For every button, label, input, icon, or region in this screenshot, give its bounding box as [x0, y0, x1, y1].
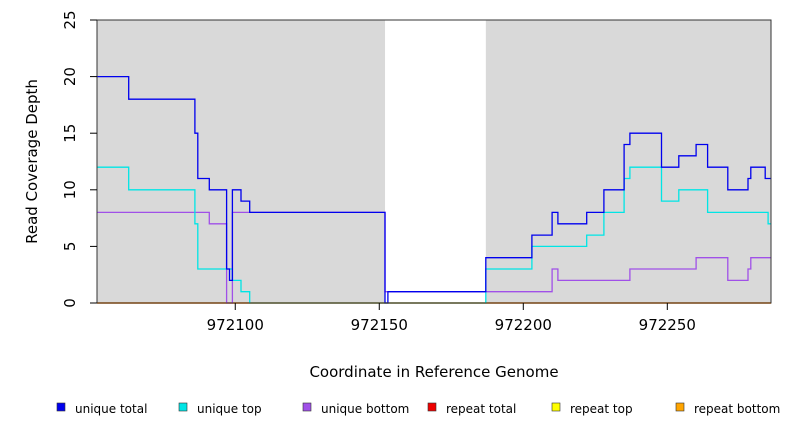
shaded-region: [485, 20, 771, 303]
legend-label: repeat bottom: [694, 402, 780, 416]
legend-swatch: [56, 402, 66, 412]
y-tick-label: 20: [61, 67, 79, 86]
x-tick-label: 972100: [207, 316, 264, 334]
y-tick-label: 5: [61, 242, 79, 252]
shaded-regions: [97, 20, 771, 303]
series-line-unique-top: [97, 166, 771, 304]
y-tick-label: 15: [61, 124, 79, 143]
y-axis-title: Read Coverage Depth: [23, 79, 41, 244]
legend-swatch: [302, 402, 312, 412]
x-axis-title: Coordinate in Reference Genome: [309, 363, 558, 381]
legend-swatch: [551, 402, 561, 412]
y-tick-label: 10: [61, 180, 79, 199]
x-tick-label: 972250: [639, 316, 696, 334]
legend-swatch: [178, 402, 188, 412]
x-tick-label: 972150: [351, 316, 408, 334]
legend-swatch: [427, 402, 437, 412]
legend-label: unique bottom: [321, 402, 409, 416]
x-tick-label: 972200: [495, 316, 552, 334]
legend-label: repeat total: [446, 402, 516, 416]
legend-label: repeat top: [570, 402, 633, 416]
legend: unique total unique top unique bottom repea…: [56, 402, 780, 416]
axes: 972100 972150 972200 972250 0 5 10 15 20 25: [61, 10, 696, 334]
series-line-unique-total: [97, 75, 771, 304]
legend-swatch: [675, 402, 685, 412]
y-tick-label: 25: [61, 10, 79, 29]
legend-label: unique total: [75, 402, 147, 416]
y-tick-label: 0: [61, 298, 79, 308]
legend-label: unique top: [197, 402, 262, 416]
plot-frame: [96, 19, 772, 304]
shaded-region: [97, 20, 386, 303]
